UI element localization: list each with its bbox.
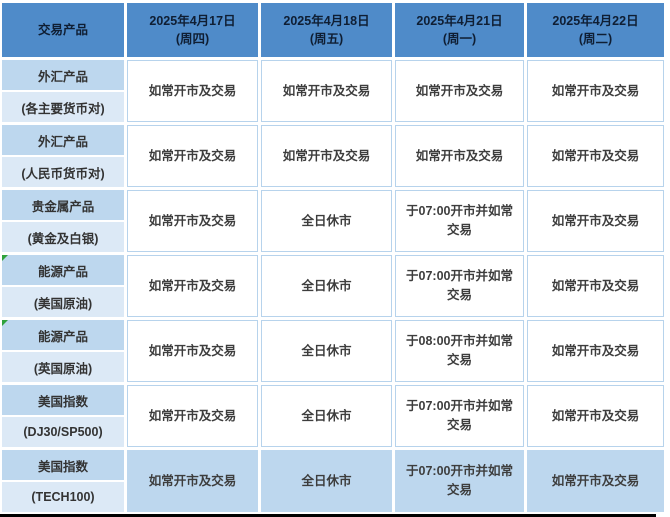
product-header-label: 交易产品 bbox=[37, 22, 88, 37]
schedule-cell: 如常开市及交易 bbox=[127, 255, 258, 317]
product-name: 贵金属产品 bbox=[2, 190, 124, 220]
schedule-cell: 如常开市及交易 bbox=[527, 255, 664, 317]
schedule-cell: 于07:00开市并如常交易 bbox=[395, 190, 524, 252]
weekday-label: (周一) bbox=[442, 32, 477, 46]
schedule-cell: 如常开市及交易 bbox=[527, 190, 664, 252]
schedule-cell: 如常开市及交易 bbox=[127, 320, 258, 382]
date-label: 2025年4月21日 bbox=[416, 13, 503, 28]
schedule-cell: 如常开市及交易 bbox=[127, 190, 258, 252]
schedule-cell: 于07:00开市并如常交易 bbox=[395, 450, 524, 512]
schedule-cell: 如常开市及交易 bbox=[527, 60, 664, 122]
schedule-cell: 如常开市及交易 bbox=[395, 125, 524, 187]
product-name: 外汇产品 bbox=[2, 60, 124, 90]
schedule-cell: 全日休市 bbox=[261, 320, 392, 382]
header-cell-product: 交易产品 bbox=[2, 3, 124, 57]
schedule-cell: 全日休市 bbox=[261, 190, 392, 252]
schedule-cell: 于07:00开市并如常交易 bbox=[395, 255, 524, 317]
schedule-cell: 如常开市及交易 bbox=[127, 385, 258, 447]
bottom-border-line bbox=[0, 514, 656, 517]
weekday-label: (周二) bbox=[578, 32, 613, 46]
schedule-cell: 于07:00开市并如常交易 bbox=[395, 385, 524, 447]
schedule-cell: 如常开市及交易 bbox=[261, 60, 392, 122]
schedule-cell: 全日休市 bbox=[261, 450, 392, 512]
excel-error-marker bbox=[2, 320, 8, 326]
schedule-cell: 如常开市及交易 bbox=[127, 125, 258, 187]
product-name: 能源产品 bbox=[2, 320, 124, 350]
weekday-label: (周四) bbox=[175, 32, 210, 46]
product-name: 能源产品 bbox=[2, 255, 124, 285]
product-cell: 美国指数 (DJ30/SP500) bbox=[2, 385, 124, 447]
schedule-cell: 如常开市及交易 bbox=[527, 450, 664, 512]
product-subtitle: (DJ30/SP500) bbox=[2, 417, 124, 447]
product-cell: 贵金属产品 (黄金及白银) bbox=[2, 190, 124, 252]
schedule-cell: 于08:00开市并如常交易 bbox=[395, 320, 524, 382]
product-cell: 外汇产品 (人民币货币对) bbox=[2, 125, 124, 187]
product-subtitle: (英国原油) bbox=[2, 352, 124, 382]
product-subtitle: (黄金及白银) bbox=[2, 222, 124, 252]
schedule-cell: 如常开市及交易 bbox=[527, 320, 664, 382]
date-label: 2025年4月18日 bbox=[283, 13, 370, 28]
excel-error-marker bbox=[2, 255, 8, 261]
schedule-cell: 如常开市及交易 bbox=[395, 60, 524, 122]
product-subtitle: (TECH100) bbox=[2, 482, 124, 512]
schedule-cell: 如常开市及交易 bbox=[127, 450, 258, 512]
header-cell-date-3: 2025年4月21日 (周一) bbox=[395, 3, 524, 57]
schedule-cell: 如常开市及交易 bbox=[527, 125, 664, 187]
weekday-label: (周五) bbox=[309, 32, 344, 46]
product-subtitle: (各主要货币对) bbox=[2, 92, 124, 122]
schedule-cell: 如常开市及交易 bbox=[127, 60, 258, 122]
header-cell-date-4: 2025年4月22日 (周二) bbox=[527, 3, 664, 57]
product-cell: 能源产品 (英国原油) bbox=[2, 320, 124, 382]
product-name: 美国指数 bbox=[2, 385, 124, 415]
schedule-cell: 全日休市 bbox=[261, 385, 392, 447]
product-name: 外汇产品 bbox=[2, 125, 124, 155]
header-cell-date-1: 2025年4月17日 (周四) bbox=[127, 3, 258, 57]
product-cell: 能源产品 (美国原油) bbox=[2, 255, 124, 317]
date-label: 2025年4月17日 bbox=[149, 13, 236, 28]
date-label: 2025年4月22日 bbox=[552, 13, 639, 28]
product-cell: 外汇产品 (各主要货币对) bbox=[2, 60, 124, 122]
schedule-cell: 如常开市及交易 bbox=[527, 385, 664, 447]
product-cell: 美国指数 (TECH100) bbox=[2, 450, 124, 512]
schedule-cell: 如常开市及交易 bbox=[261, 125, 392, 187]
header-cell-date-2: 2025年4月18日 (周五) bbox=[261, 3, 392, 57]
product-subtitle: (美国原油) bbox=[2, 287, 124, 317]
product-name: 美国指数 bbox=[2, 450, 124, 480]
schedule-cell: 全日休市 bbox=[261, 255, 392, 317]
product-subtitle: (人民币货币对) bbox=[2, 157, 124, 187]
